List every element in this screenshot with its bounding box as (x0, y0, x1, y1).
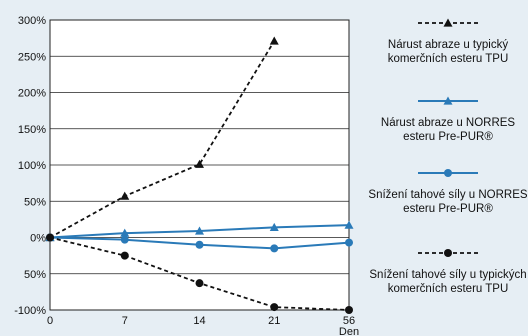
series-1-point (195, 159, 204, 168)
legend-swatch-2 (418, 96, 478, 105)
legend-item-3: Snížení tahové síly u NORRES esteru Pre-… (368, 168, 528, 216)
legend-swatch-1 (418, 18, 478, 27)
y-tick-label: 50% (24, 269, 46, 281)
series-3-point (270, 244, 279, 253)
legend-marker-2 (443, 96, 453, 105)
legend-marker-4 (444, 249, 452, 257)
y-tick-label: 250% (18, 51, 46, 63)
series-4-point (345, 306, 353, 314)
series-2-point (120, 228, 130, 237)
series-1-point (269, 36, 279, 45)
y-tick-label: 50% (24, 196, 46, 208)
x-tick-label: 21 (268, 315, 280, 327)
legend-item-4: Snížení tahové síly u typických komerční… (368, 248, 528, 296)
y-tick-label: -100% (14, 305, 46, 317)
y-tick-label: 200% (18, 88, 46, 100)
legend-marker-1 (443, 18, 453, 27)
series-2-point (269, 222, 279, 231)
y-tick-label: 0% (30, 233, 46, 245)
series-4-point (46, 233, 54, 242)
series-4-point (195, 279, 204, 288)
y-tick-label: 100% (18, 160, 46, 172)
series-3-point (120, 235, 129, 244)
chart-plot: -100% 50% 0% 50% 100% 150% 200% 250% 300% 0 7 14 21 5… (14, 15, 359, 336)
y-tick-label: 150% (18, 124, 46, 136)
legend-label-3: Snížení tahové síly u NORRES esteru Pre-… (368, 189, 528, 215)
y-tick-label: 300% (18, 15, 46, 27)
x-tick-label: 7 (122, 315, 128, 327)
legend-swatch-3 (418, 169, 478, 177)
legend-item-1: Nárust abraze u typický komerčních ester… (368, 18, 528, 66)
legend-swatch-4 (418, 249, 478, 257)
legend-label-4: Snížení tahové síly u typických komerční… (369, 269, 527, 295)
legend-label-2: Nárust abraze u NORRES esteru Pre-PUR® (380, 117, 516, 143)
series-3-point (195, 240, 204, 249)
legend-item-2: Nárust abraze u NORRES esteru Pre-PUR® (368, 96, 528, 144)
x-tick-label: 56 (343, 315, 355, 327)
series-4-point (270, 303, 279, 312)
series-1-point (120, 191, 130, 200)
series-2-point (195, 226, 204, 235)
x-tick-label: 0 (47, 315, 53, 327)
series-2-point (344, 220, 354, 229)
x-axis-label: Den (339, 326, 359, 336)
legend-label-1: Nárust abraze u typický komerčních ester… (387, 39, 509, 65)
legend-marker-3 (444, 169, 452, 177)
series-line-1 (49, 40, 276, 239)
series-4-point (120, 251, 129, 260)
series-3-point (345, 238, 353, 247)
x-tick-label: 14 (193, 315, 205, 327)
